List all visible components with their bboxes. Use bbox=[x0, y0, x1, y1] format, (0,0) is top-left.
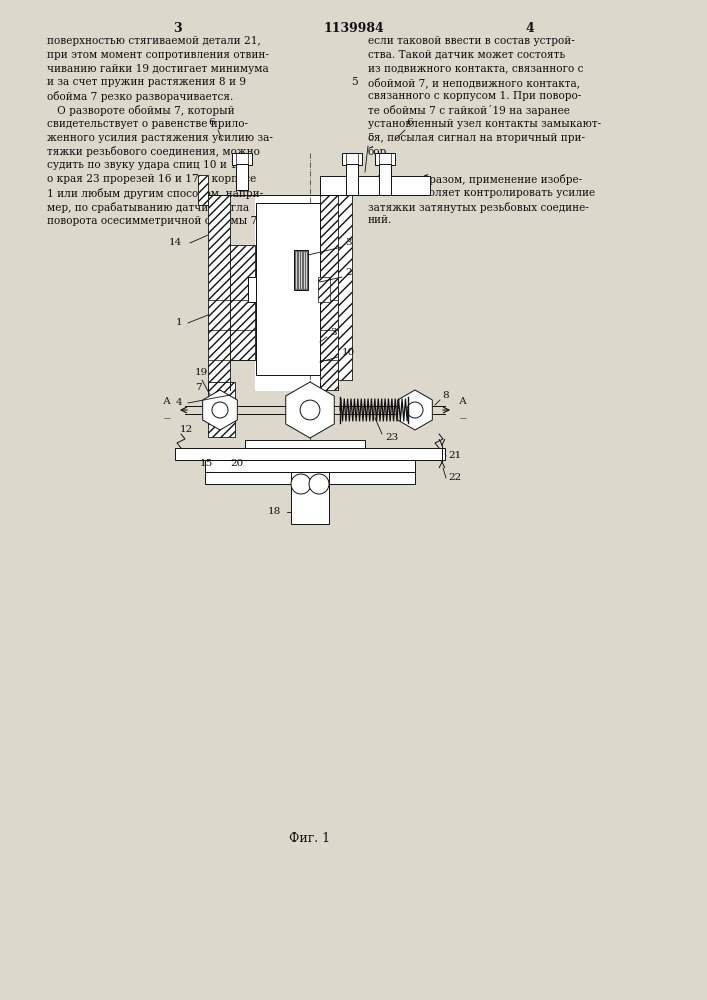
Bar bbox=[208, 382, 235, 437]
Text: 6: 6 bbox=[209, 118, 216, 127]
Text: 1139984: 1139984 bbox=[324, 22, 385, 35]
Circle shape bbox=[407, 402, 423, 418]
Text: обоймой 7, и неподвижного контакта,: обоймой 7, и неподвижного контакта, bbox=[368, 77, 580, 88]
Text: тяжки резьбового соединения, можно: тяжки резьбового соединения, можно bbox=[47, 146, 260, 157]
Bar bbox=[205, 472, 415, 484]
Text: А: А bbox=[459, 397, 467, 406]
Bar bbox=[208, 195, 230, 390]
Bar bbox=[248, 277, 256, 302]
Text: 8: 8 bbox=[442, 391, 449, 400]
Text: 5: 5 bbox=[367, 133, 373, 142]
Text: 5: 5 bbox=[351, 77, 358, 87]
Bar bbox=[342, 153, 362, 165]
Bar bbox=[320, 176, 430, 195]
Text: бор.: бор. bbox=[368, 146, 391, 157]
Text: 2: 2 bbox=[345, 268, 351, 277]
Text: 20: 20 bbox=[230, 459, 243, 468]
Text: 21: 21 bbox=[448, 451, 461, 460]
Text: 15: 15 bbox=[200, 459, 214, 468]
Bar bbox=[338, 195, 352, 380]
Text: 3: 3 bbox=[345, 238, 351, 247]
Text: 22: 22 bbox=[448, 473, 461, 482]
Bar bbox=[198, 175, 208, 205]
Text: связанного с корпусом 1. При поворо-: связанного с корпусом 1. При поворо- bbox=[368, 91, 581, 101]
Text: 4: 4 bbox=[525, 22, 534, 35]
Text: женного усилия растяжения усилию за-: женного усилия растяжения усилию за- bbox=[47, 133, 273, 143]
Text: 7: 7 bbox=[195, 383, 201, 392]
Text: 23: 23 bbox=[385, 433, 398, 442]
Text: 10: 10 bbox=[344, 160, 358, 170]
Text: 6: 6 bbox=[407, 118, 414, 127]
Text: поворота осесимметричной обоймы 7,: поворота осесимметричной обоймы 7, bbox=[47, 215, 261, 226]
Text: А: А bbox=[163, 397, 171, 406]
Text: 1 или любым другим способом, напри-: 1 или любым другим способом, напри- bbox=[47, 188, 263, 199]
Text: 3: 3 bbox=[173, 22, 181, 35]
Bar bbox=[175, 448, 445, 460]
Text: затяжки затянутых резьбовых соедине-: затяжки затянутых резьбовых соедине- bbox=[368, 202, 589, 213]
Bar bbox=[245, 440, 365, 448]
Bar bbox=[205, 460, 415, 472]
Bar bbox=[232, 153, 252, 165]
Text: О развороте обоймы 7, который: О развороте обоймы 7, который bbox=[47, 105, 235, 116]
Bar bbox=[379, 164, 391, 195]
Text: свидетельствует о равенстве прило-: свидетельствует о равенстве прило- bbox=[47, 119, 248, 129]
Text: 3: 3 bbox=[330, 328, 337, 337]
Bar bbox=[230, 245, 255, 360]
Bar bbox=[318, 277, 330, 302]
Text: тения позволяет контролировать усилие: тения позволяет контролировать усилие bbox=[368, 188, 595, 198]
Text: если таковой ввести в состав устрой-: если таковой ввести в состав устрой- bbox=[368, 36, 575, 46]
Text: поверхностью стягиваемой детали 21,: поверхностью стягиваемой детали 21, bbox=[47, 36, 261, 46]
Text: 4: 4 bbox=[175, 398, 182, 407]
Text: —: — bbox=[163, 414, 170, 422]
Text: 12: 12 bbox=[180, 425, 193, 434]
Text: Фиг. 1: Фиг. 1 bbox=[289, 832, 331, 844]
Text: 18: 18 bbox=[268, 507, 281, 516]
Text: из подвижного контакта, связанного с: из подвижного контакта, связанного с bbox=[368, 64, 583, 74]
Text: и за счет пружин растяжения 8 и 9: и за счет пружин растяжения 8 и 9 bbox=[47, 77, 246, 87]
Text: те обоймы 7 с гайкой´19 на заранее: те обоймы 7 с гайкой´19 на заранее bbox=[368, 105, 570, 116]
Text: судить по звуку удара спиц 10 и 11: судить по звуку удара спиц 10 и 11 bbox=[47, 160, 244, 170]
Text: 10: 10 bbox=[342, 348, 355, 357]
Text: мер, по срабатыванию датчика угла: мер, по срабатыванию датчика угла bbox=[47, 202, 249, 213]
Bar bbox=[256, 203, 320, 375]
Polygon shape bbox=[203, 390, 238, 430]
Circle shape bbox=[309, 474, 329, 494]
Text: установленный узел контакты замыкают-: установленный узел контакты замыкают- bbox=[368, 119, 601, 129]
Text: обойма 7 резко разворачивается.: обойма 7 резко разворачивается. bbox=[47, 91, 233, 102]
Bar bbox=[346, 164, 358, 195]
Text: ства. Такой датчик может состоять: ства. Такой датчик может состоять bbox=[368, 50, 566, 60]
Bar bbox=[338, 195, 352, 380]
Polygon shape bbox=[286, 382, 334, 438]
Text: ся, посылая сигнал на вторичный при-: ся, посылая сигнал на вторичный при- bbox=[368, 133, 585, 143]
Bar bbox=[375, 153, 395, 165]
Bar bbox=[255, 195, 320, 390]
Polygon shape bbox=[397, 390, 432, 430]
Circle shape bbox=[300, 400, 320, 420]
Bar bbox=[291, 472, 329, 524]
Text: ний.: ний. bbox=[368, 215, 392, 225]
Text: при этом момент сопротивления отвин-: при этом момент сопротивления отвин- bbox=[47, 50, 269, 60]
Text: чиванию гайки 19 достигает минимума: чиванию гайки 19 достигает минимума bbox=[47, 64, 269, 74]
Text: —: — bbox=[460, 414, 467, 422]
Text: 1: 1 bbox=[175, 318, 182, 327]
Bar bbox=[294, 250, 308, 290]
Text: о края 23 прорезей 16 и 17 в корпусе: о края 23 прорезей 16 и 17 в корпусе bbox=[47, 174, 256, 184]
Circle shape bbox=[212, 402, 228, 418]
Text: 14: 14 bbox=[169, 238, 182, 247]
Text: 19: 19 bbox=[195, 368, 209, 377]
Circle shape bbox=[291, 474, 311, 494]
Bar bbox=[320, 195, 338, 390]
Text: Таким образом, применение изобре-: Таким образом, применение изобре- bbox=[368, 174, 582, 185]
Bar bbox=[236, 164, 248, 190]
Bar bbox=[230, 245, 255, 360]
